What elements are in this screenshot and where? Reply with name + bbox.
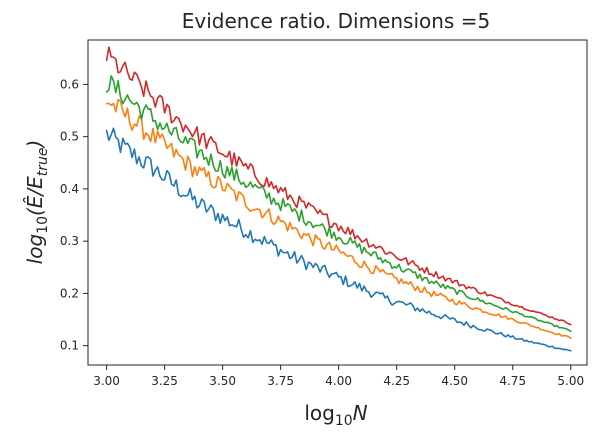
x-tick-label: 4.50 [441, 374, 468, 388]
y-tick-label: 0.2 [60, 286, 79, 300]
y-axis-label-close: ) [23, 140, 47, 150]
y-axis-label-sub: 10 [35, 216, 51, 234]
x-ticks: 3.00 3.25 3.50 3.75 4.00 4.25 4.50 4.75 5.00 [93, 365, 584, 388]
y-tick-label: 0.6 [60, 77, 79, 91]
y-tick-label: 0.1 [60, 339, 79, 353]
y-tick-label: 0.5 [60, 130, 79, 144]
x-tick-label: 3.25 [151, 374, 178, 388]
series-line-2 [105, 98, 572, 340]
x-tick-label: 4.25 [383, 374, 410, 388]
y-tick-label: 0.4 [60, 182, 79, 196]
y-axis-label: log10(Ê/Etrue) [23, 140, 51, 265]
series-line-4 [105, 46, 572, 326]
x-tick-label: 3.50 [209, 374, 236, 388]
y-axis-label-expr-sub: true [35, 147, 51, 176]
x-tick-label: 4.75 [499, 374, 526, 388]
x-tick-label: 3.00 [93, 374, 120, 388]
x-axis-label-base: log [304, 401, 335, 425]
x-axis-label-var: N [353, 401, 368, 425]
series-line-1 [105, 127, 572, 352]
y-ticks: 0.1 0.2 0.3 0.4 0.5 0.6 [60, 77, 88, 353]
plot-frame [87, 39, 588, 366]
series-line-3 [105, 75, 572, 333]
y-tick-label: 0.3 [60, 234, 79, 248]
x-tick-label: 3.75 [267, 374, 294, 388]
x-tick-label: 4.00 [325, 374, 352, 388]
x-axis-label-sub: 10 [335, 413, 353, 429]
chart-title: Evidence ratio. Dimensions =5 [182, 9, 490, 33]
y-axis-label-base: log [23, 234, 47, 265]
x-axis-label: log10N [304, 401, 367, 429]
series-group [105, 46, 572, 352]
x-tick-label: 5.00 [557, 374, 584, 388]
y-axis-label-expr: (Ê/E [23, 176, 47, 216]
